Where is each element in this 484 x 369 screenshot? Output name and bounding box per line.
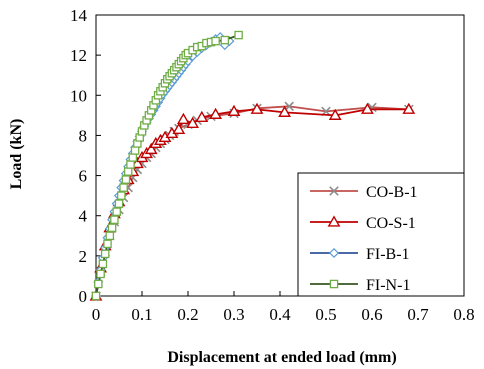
y-tick-label: 14 [70,6,88,25]
x-tick-label: 0.5 [315,305,336,324]
legend-item: FI-B-1 [310,246,410,263]
data-point [112,207,121,216]
legend-label: FI-N-1 [366,277,410,294]
y-tick-label: 6 [79,167,88,186]
data-point [126,160,135,169]
data-point [96,269,105,279]
data-point [121,175,131,184]
data-point [402,102,416,114]
legend: CO-B-1 CO-S-1 FI-B-1 FI-N-1 [297,172,465,297]
legend-marker [328,247,340,259]
data-point [195,110,209,122]
series-layer [89,30,416,302]
legend-item: FI-N-1 [310,277,410,294]
data-point [360,102,374,114]
x-tick-label: 0.4 [269,305,291,324]
data-point [144,142,158,155]
x-tick-label: 0.3 [223,305,244,324]
x-tick-label: 0 [92,305,101,324]
marker-stroke [329,186,339,196]
y-tick-label: 2 [79,247,88,266]
x-tick-label: 0.8 [453,305,474,324]
x-tick-label: 0.7 [407,305,429,324]
data-point [103,239,112,249]
data-point [227,104,241,116]
series-co-s-1 [89,102,416,301]
legend-item: CO-S-1 [310,215,416,232]
series-fi-n-1 [91,30,243,301]
data-point [186,116,200,128]
data-point [107,223,117,233]
data-point [328,108,342,120]
data-point [211,36,220,46]
y-tick-label: 0 [79,287,88,306]
data-point [91,291,101,301]
legend-box [297,172,465,297]
data-point [130,146,140,155]
legend-item: CO-B-1 [310,184,418,201]
data-point [220,35,230,45]
data-point [94,279,103,289]
data-point [176,112,190,124]
x-tick-label: 0.2 [177,305,198,324]
data-point [128,153,138,162]
x-tick-label: 0.6 [361,305,382,324]
data-point [117,191,126,200]
y-tick-label: 8 [79,126,88,145]
data-point [100,249,110,259]
data-point [105,231,115,241]
data-point [172,122,186,135]
legend-marker [329,186,339,196]
data-point [123,167,133,176]
data-point [234,30,243,40]
x-tick-label: 0.1 [131,305,152,324]
data-point [278,105,292,117]
x-axis-title: Displacement at ended load (mm) [167,349,396,366]
y-tick-label: 12 [70,46,87,65]
data-point [130,156,144,169]
legend-label: CO-B-1 [366,184,418,201]
data-point [114,199,124,208]
legend-marker [327,215,341,227]
data-point [119,183,128,192]
y-tick-label: 10 [70,86,87,105]
y-axis-title: Load (kN) [8,119,25,190]
y-tick-label: 4 [79,207,88,226]
data-point [110,215,119,224]
legend-label: CO-S-1 [366,215,416,232]
data-point [98,259,108,269]
data-point [250,102,264,114]
legend-label: FI-B-1 [366,246,410,263]
data-point [209,107,223,119]
y-axis-ticks: 0 2 4 6 8 10 12 14 [70,6,101,306]
x-axis-ticks: 0 0.1 0.2 0.3 0.4 0.5 0.6 0.7 0.8 [92,291,475,324]
legend-marker [329,279,339,289]
